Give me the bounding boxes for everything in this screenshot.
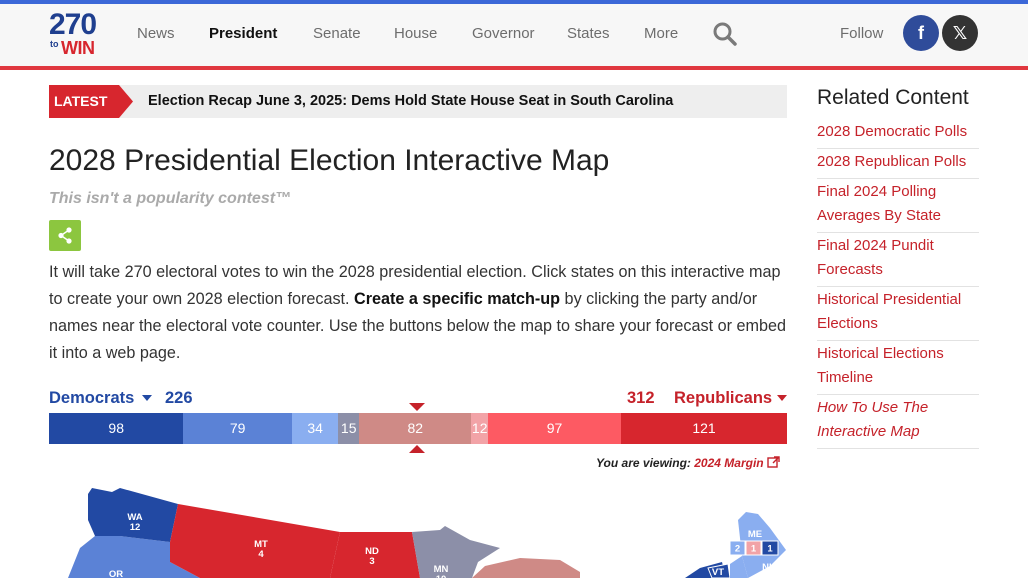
state-label-nd: ND (365, 546, 379, 557)
ev-bar-segment: 97 (487, 413, 621, 444)
nav-more[interactable]: More (644, 25, 679, 42)
intro-text-1: It will take 270 electoral votes to win … (49, 263, 781, 308)
top-accent-line (0, 0, 1028, 4)
latest-headline-link[interactable]: Election Recap June 3, 2025: Dems Hold S… (148, 93, 674, 109)
nav-president[interactable]: President (209, 25, 278, 42)
state-label-vt: VT (712, 567, 724, 578)
state-mn[interactable] (412, 526, 500, 578)
state-mi-up[interactable] (472, 558, 580, 578)
state-ev-mn: 10 (436, 574, 447, 578)
me-district-3-ev: 1 (767, 544, 773, 555)
ev-bar-segment: 79 (183, 413, 292, 444)
related-content-title: Related Content (817, 86, 969, 109)
related-link-how-to-use[interactable]: How To Use The Interactive Map (817, 396, 979, 449)
ev-bar-segment: 82 (359, 413, 472, 444)
logo-win: WIN (61, 38, 95, 58)
state-label-mt: MT (254, 539, 268, 550)
share-icon (58, 227, 72, 244)
state-vt[interactable] (707, 563, 731, 578)
state-or[interactable] (68, 536, 200, 578)
x-icon[interactable]: 𝕏 (942, 15, 978, 51)
latest-banner (49, 85, 787, 118)
viewing-map-link[interactable]: 2024 Margin (694, 456, 764, 470)
nav-house[interactable]: House (394, 25, 438, 42)
intro-paragraph: It will take 270 electoral votes to win … (49, 259, 794, 367)
270-marker-bottom-icon (409, 445, 425, 453)
rep-electoral-total: 312 (627, 389, 655, 407)
site-logo[interactable]: 270 to WIN (49, 8, 101, 58)
related-link-elections-timeline[interactable]: Historical Elections Timeline (817, 342, 979, 395)
me-district-box-2[interactable] (745, 540, 762, 556)
maine-district-boxes[interactable]: 2 1 1 (729, 540, 779, 556)
related-link-pundit-forecasts[interactable]: Final 2024 Pundit Forecasts (817, 234, 979, 287)
latest-tag-label: LATEST (54, 93, 108, 109)
share-button[interactable] (49, 220, 81, 251)
me-district-box-1[interactable] (729, 540, 746, 556)
map-viewing-indicator: You are viewing: 2024 Margin (596, 456, 780, 470)
nav-states[interactable]: States (567, 25, 610, 42)
intro-matchup-link[interactable]: Create a specific match-up (354, 290, 561, 308)
dem-dropdown-caret-icon[interactable] (142, 395, 152, 401)
related-link-polling-averages[interactable]: Final 2024 Polling Averages By State (817, 180, 979, 233)
related-link-dem-polls[interactable]: 2028 Democratic Polls (817, 120, 979, 149)
nav-news[interactable]: News (137, 25, 175, 42)
page-tagline: This isn't a popularity contest™ (49, 190, 292, 207)
state-ev-mt: 4 (258, 549, 264, 560)
search-icon[interactable] (712, 21, 738, 47)
ev-bar-segment: 121 (621, 413, 787, 444)
dem-electoral-total: 226 (165, 389, 193, 407)
state-label-me: ME (748, 529, 762, 540)
state-label-nh: NH (762, 562, 776, 573)
interactive-electoral-map[interactable]: WA 12 OR MT 4 ND 3 MN 10 ME VT NH 2 1 1 (0, 480, 1028, 578)
electoral-vote-bar: 98 79 34 15 82 12 97 121 (49, 413, 787, 444)
state-label-mn: MN (434, 564, 449, 575)
270-marker-top-icon (409, 403, 425, 411)
rep-dropdown-caret-icon[interactable] (777, 395, 787, 401)
me-district-1-ev: 2 (735, 544, 740, 555)
related-link-rep-polls[interactable]: 2028 Republican Polls (817, 150, 979, 179)
site-header (0, 4, 1028, 66)
external-link-icon[interactable] (767, 456, 780, 468)
latest-tag: LATEST (49, 85, 133, 118)
ev-bar-segment: 34 (291, 413, 339, 444)
logo-number: 270 (49, 8, 97, 41)
page-title: 2028 Presidential Election Interactive M… (49, 144, 610, 177)
facebook-icon[interactable]: f (903, 15, 939, 51)
republicans-party-selector[interactable]: Republicans (674, 389, 773, 407)
state-ev-nd: 3 (369, 556, 374, 567)
viewing-prefix: You are viewing: (596, 456, 695, 470)
latest-tag-shape (49, 85, 133, 118)
state-wa[interactable] (88, 488, 178, 542)
state-label-wa: WA (127, 512, 142, 523)
header-accent-line (0, 66, 1028, 70)
ev-bar-segment: 15 (338, 413, 359, 444)
state-nd[interactable] (330, 532, 420, 578)
state-mt[interactable] (170, 504, 340, 578)
me-district-2-ev: 1 (751, 544, 757, 555)
nav-senate[interactable]: Senate (313, 25, 361, 42)
follow-label: Follow (840, 25, 884, 42)
state-label-or: OR (109, 569, 123, 578)
logo-to: to (50, 39, 59, 49)
ev-bar-segment: 98 (49, 413, 184, 444)
state-ev-wa: 12 (130, 522, 141, 533)
democrats-party-selector[interactable]: Democrats (49, 389, 135, 407)
related-link-historical-presidential[interactable]: Historical Presidential Elections (817, 288, 979, 341)
intro-text-2: by clicking the party and/or names near … (49, 290, 786, 362)
nav-governor[interactable]: Governor (472, 25, 535, 42)
ev-bar-segment: 12 (471, 413, 488, 444)
me-district-box-3[interactable] (761, 540, 779, 556)
